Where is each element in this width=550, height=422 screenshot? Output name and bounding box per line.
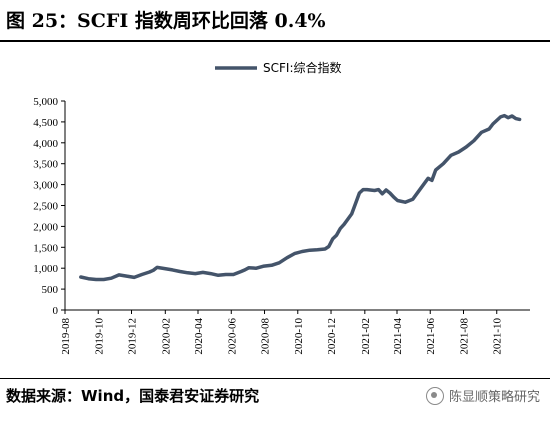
watermark-text: 陈显顺策略研究 [448, 390, 540, 405]
x-tick-label: 2021-04 [392, 318, 404, 355]
y-tick-label: 2,500 [33, 201, 58, 213]
chart-legend: SCFI:综合指数 [215, 60, 341, 75]
x-tick-label: 2020-06 [226, 318, 238, 355]
y-axis-ticks: 0 500 1,000 1,500 2,000 2,500 3,000 3,500 4,000 4… [33, 96, 65, 317]
x-tick-label: 2019-12 [127, 318, 139, 355]
y-tick-label: 2,000 [33, 221, 58, 233]
x-tick-label: 2021-08 [458, 318, 470, 355]
series-line-scfi [79, 113, 522, 282]
figure-title: 图 25：SCFI 指数周环比回落 0.4% [6, 10, 326, 32]
wechat-logo-icon [425, 386, 444, 405]
scfi-line-chart: 0 500 1,000 1,500 2,000 2,500 3,000 3,500 4,000 4… [33, 60, 530, 355]
y-tick-label: 3,000 [33, 180, 58, 192]
y-tick-label: 4,500 [33, 117, 58, 129]
y-tick-label: 500 [42, 284, 59, 296]
x-tick-label: 2020-08 [260, 318, 272, 355]
source-note: 数据来源：Wind，国泰君安证券研究 [6, 387, 260, 405]
y-tick-label: 5,000 [33, 96, 58, 108]
x-axis-ticks: 2019-08 2019-10 2019-12 2020-02 2020-04 2020-… [60, 310, 504, 355]
x-tick-label: 2020-02 [160, 318, 172, 355]
x-tick-label: 2020-12 [326, 318, 338, 355]
series-layer [79, 113, 522, 282]
watermark: 陈显顺策略研究 [425, 386, 540, 405]
bottom-rule [0, 378, 550, 379]
x-tick-label: 2019-10 [93, 318, 105, 355]
y-tick-label: 3,500 [33, 159, 58, 171]
y-tick-label: 0 [53, 305, 59, 317]
x-tick-label: 2021-06 [425, 318, 437, 355]
x-tick-label: 2019-08 [60, 318, 72, 355]
top-rule [0, 40, 550, 42]
x-tick-label: 2020-10 [293, 318, 305, 355]
x-tick-label: 2020-04 [193, 318, 205, 355]
y-tick-label: 1,500 [33, 242, 58, 254]
y-tick-label: 1,000 [33, 263, 58, 275]
x-tick-label: 2021-02 [360, 318, 372, 355]
x-tick-label: 2021-10 [492, 318, 504, 355]
y-tick-label: 4,000 [33, 138, 58, 150]
legend-label: SCFI:综合指数 [263, 60, 341, 75]
